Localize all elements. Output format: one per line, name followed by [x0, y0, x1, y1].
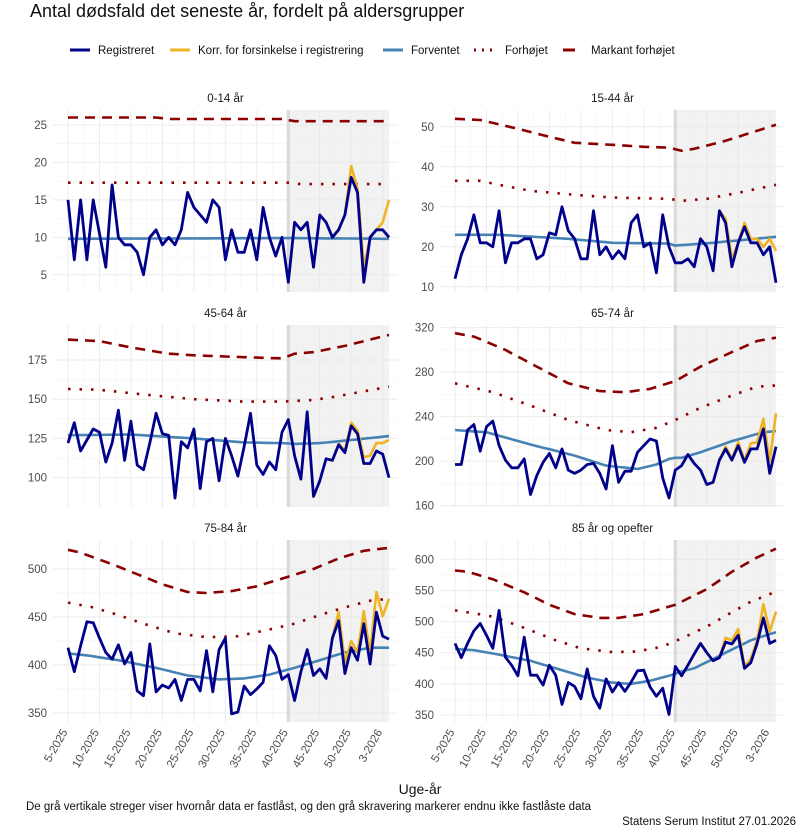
facet-panels: 0-14 år 5 10 15 20 25 15-44 år 10 20 30 40 50 45-64 … [28, 93, 785, 770]
panel-title: 65-74 år [591, 308, 634, 320]
x-tick-label: 50-2025 [322, 728, 354, 771]
y-tick-label: 200 [415, 456, 434, 468]
x-tick-label: 3-2026 [744, 728, 772, 765]
panel-45-64-år: 45-64 år 100 125 150 175 [28, 308, 398, 507]
y-tick-label: 40 [421, 162, 434, 174]
x-tick-label: 10-2025 [458, 728, 490, 771]
y-tick-label: 20 [34, 157, 47, 169]
legend-label-expected: Forventet [411, 45, 460, 57]
legend-item-corrected: Korr. for forsinkelse i registrering [170, 45, 364, 57]
x-tick-label: 35-2025 [228, 728, 260, 771]
x-tick-label: 20-2025 [521, 728, 553, 771]
y-tick-label: 450 [28, 612, 47, 624]
x-tick-label: 25-2025 [165, 728, 197, 771]
panel-title: 75-84 år [204, 523, 247, 535]
y-tick-label: 160 [415, 501, 434, 513]
not-locked-shading [675, 325, 776, 507]
x-tick-label: 30-2025 [196, 728, 228, 771]
x-tick-label: 5-2025 [429, 728, 457, 765]
y-tick-label: 5 [41, 270, 47, 282]
y-tick-label: 500 [28, 564, 47, 576]
y-tick-label: 350 [28, 708, 47, 720]
y-tick-label: 240 [415, 412, 434, 424]
x-tick-label: 30-2025 [583, 728, 615, 771]
panel-title: 0-14 år [207, 93, 244, 105]
y-tick-label: 15 [34, 195, 47, 207]
x-tick-label: 40-2025 [259, 728, 291, 771]
y-tick-label: 280 [415, 367, 434, 379]
panel-85-år-og-opefter: 85 år og opefter 350 400 450 500 550 600 5-2025… [415, 523, 785, 770]
y-tick-label: 30 [421, 202, 434, 214]
y-tick-label: 10 [421, 282, 434, 294]
y-tick-label: 25 [34, 120, 47, 132]
y-tick-label: 320 [415, 323, 434, 335]
y-tick-label: 550 [415, 585, 434, 597]
panel-0-14-år: 0-14 år 5 10 15 20 25 [34, 93, 398, 292]
legend-item-expected: Forventet [383, 45, 460, 57]
y-tick-label: 400 [28, 660, 47, 672]
y-tick-label: 175 [28, 355, 47, 367]
not-locked-shading [675, 110, 776, 292]
x-tick-label: 5-2025 [42, 728, 70, 765]
x-tick-label: 45-2025 [291, 728, 323, 771]
x-axis-label: Uge-år [399, 781, 442, 797]
x-tick-label: 20-2025 [134, 728, 166, 771]
x-tick-label: 40-2025 [646, 728, 678, 771]
legend-item-elevated: Forhøjet [474, 45, 549, 57]
x-tick-label: 45-2025 [678, 728, 710, 771]
panel-title: 85 år og opefter [572, 523, 653, 535]
legend-label-elevated: Forhøjet [505, 45, 549, 57]
x-tick-label: 25-2025 [552, 728, 584, 771]
legend: Registreret Korr. for forsinkelse i regi… [70, 45, 676, 57]
x-tick-label: 10-2025 [71, 728, 103, 771]
x-tick-label: 15-2025 [489, 728, 521, 771]
y-tick-label: 150 [28, 394, 47, 406]
y-tick-label: 20 [421, 242, 434, 254]
y-tick-label: 100 [28, 473, 47, 485]
chart-title: Antal dødsfald det seneste år, fordelt p… [30, 1, 464, 21]
x-tick-label: 35-2025 [615, 728, 647, 771]
x-tick-label: 50-2025 [709, 728, 741, 771]
legend-label-marked: Markant forhøjet [591, 45, 676, 57]
x-tick-label: 3-2026 [357, 728, 385, 765]
legend-item-registered: Registreret [70, 45, 155, 57]
y-tick-label: 125 [28, 433, 47, 445]
y-tick-label: 10 [34, 232, 47, 244]
not-locked-shading [288, 110, 389, 292]
panel-65-74-år: 65-74 år 160 200 240 280 320 [415, 308, 785, 513]
x-tick-label: 15-2025 [102, 728, 134, 771]
panel-15-44-år: 15-44 år 10 20 30 40 50 [421, 93, 785, 294]
y-tick-label: 600 [415, 554, 434, 566]
legend-label-corrected: Korr. for forsinkelse i registrering [198, 45, 364, 57]
y-tick-label: 350 [415, 710, 434, 722]
panel-title: 45-64 år [204, 308, 247, 320]
panel-title: 15-44 år [591, 93, 634, 105]
caption: De grå vertikale streger viser hvornår d… [26, 801, 592, 813]
y-tick-label: 400 [415, 679, 434, 691]
not-locked-shading [288, 325, 389, 507]
legend-item-marked: Markant forhøjet [563, 45, 676, 57]
y-tick-label: 50 [421, 122, 434, 134]
y-tick-label: 500 [415, 617, 434, 629]
legend-label-registered: Registreret [98, 45, 155, 57]
source-credit: Statens Serum Institut 27.01.2026 [622, 816, 796, 828]
y-tick-label: 450 [415, 648, 434, 660]
